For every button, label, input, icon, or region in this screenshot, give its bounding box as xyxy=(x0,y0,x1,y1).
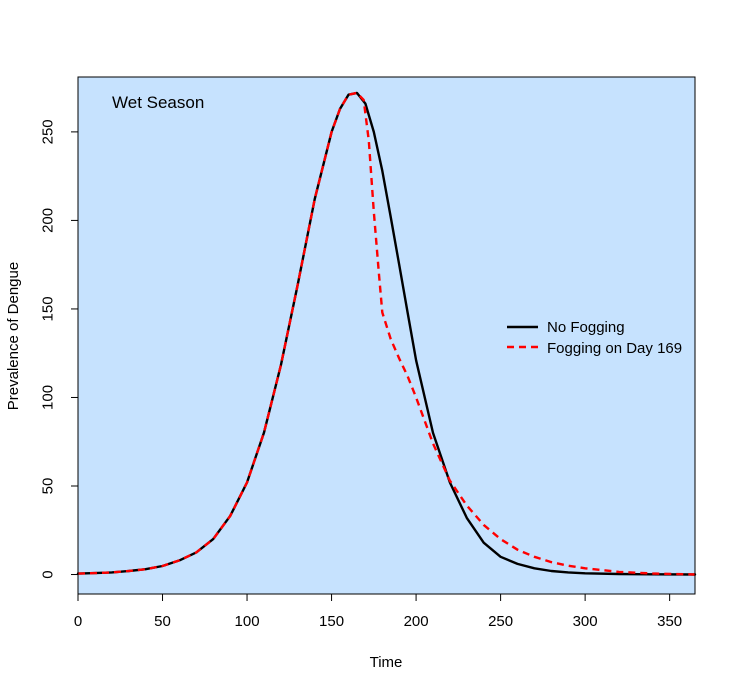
x-tick-label: 250 xyxy=(488,613,513,630)
legend-label-no-fogging: No Fogging xyxy=(547,319,625,336)
series-layer xyxy=(76,91,697,576)
y-tick-label: 200 xyxy=(40,208,57,233)
x-axis-title: Time xyxy=(370,654,403,671)
x-tick-label: 50 xyxy=(154,613,171,630)
x-tick-label: 350 xyxy=(657,613,682,630)
y-tick-label: 150 xyxy=(40,296,57,321)
series-line-fogging xyxy=(77,91,696,576)
x-tick-label: 300 xyxy=(573,613,598,630)
y-tick-label: 0 xyxy=(40,570,57,578)
x-tick-label: 100 xyxy=(235,613,260,630)
x-tick-label: 150 xyxy=(319,613,344,630)
y-tick-label: 250 xyxy=(40,119,57,144)
axes-layer: 0 50 100 150 200 250 300 350 0 50 100 150 200 250 xyxy=(40,119,683,630)
x-tick-label: 200 xyxy=(404,613,429,630)
x-tick-label: 0 xyxy=(74,613,82,630)
plot-border xyxy=(77,76,696,595)
y-tick-label: 50 xyxy=(40,478,57,495)
y-tick-label: 100 xyxy=(40,385,57,410)
legend: No Fogging Fogging on Day 169 xyxy=(507,319,682,357)
y-axis-title: Prevalence of Dengue xyxy=(5,262,22,410)
plot-background xyxy=(78,77,695,594)
season-annotation: Wet Season xyxy=(112,93,204,112)
legend-label-fogging: Fogging on Day 169 xyxy=(547,340,682,357)
